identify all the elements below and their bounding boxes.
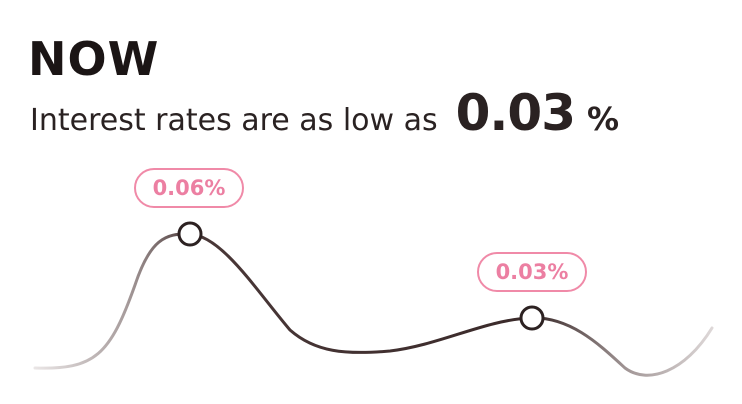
current-point-marker [519, 305, 545, 331]
current-rate-label: 0.03% [477, 252, 587, 292]
peak-rate-label: 0.06% [134, 168, 244, 208]
rate-curve-line [33, 232, 714, 377]
peak-point-marker [177, 221, 203, 247]
headline-now: NOW [28, 32, 160, 86]
rate-statement: Interest rates are as low as 0.03 % [30, 84, 619, 142]
rate-unit: % [587, 100, 620, 138]
rate-value: 0.03 [455, 84, 576, 142]
rate-statement-text: Interest rates are as low as [30, 103, 438, 138]
